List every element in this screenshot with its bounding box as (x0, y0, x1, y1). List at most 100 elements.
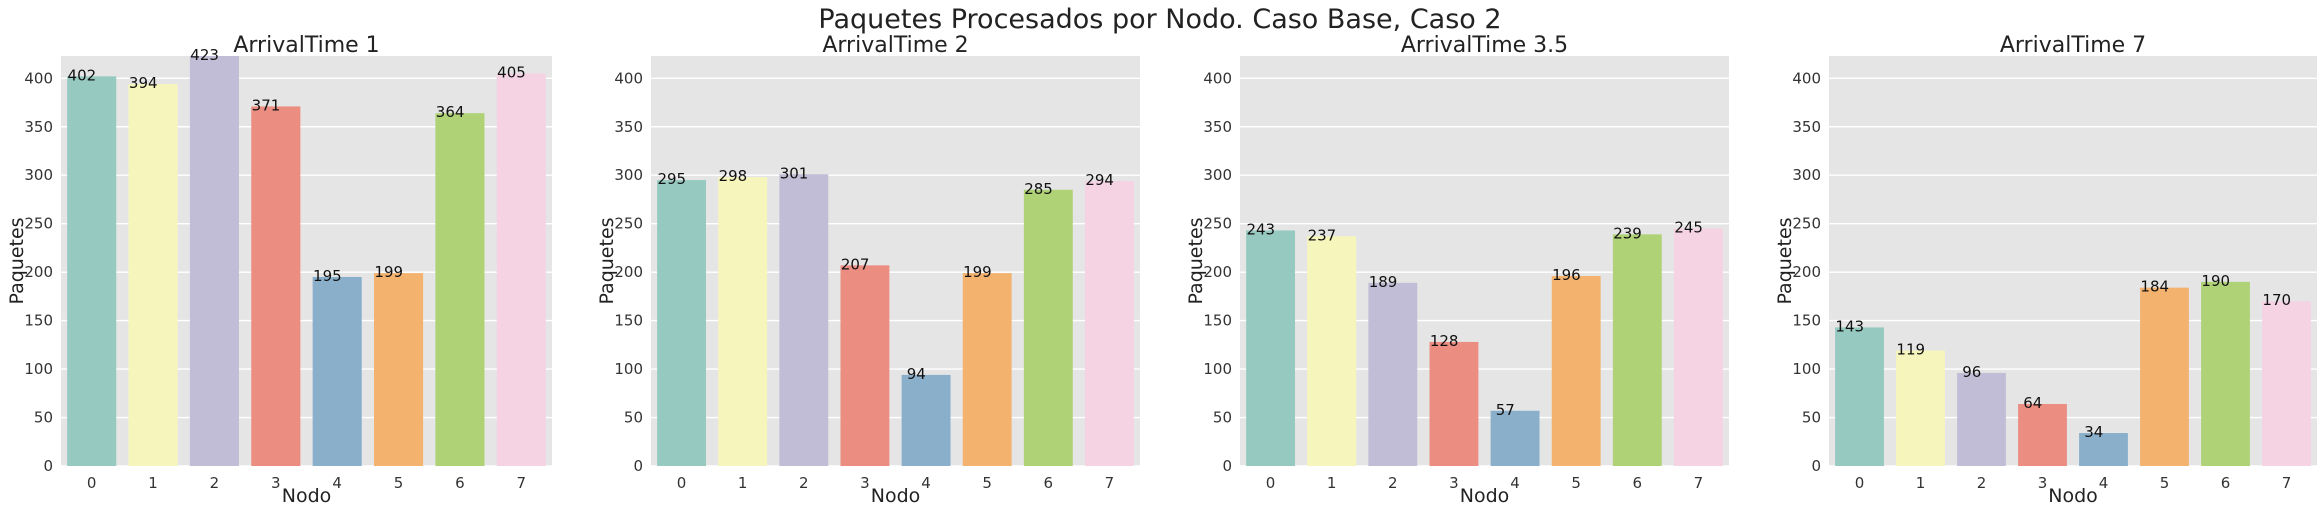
y-tick-label: 100 (24, 360, 53, 378)
bar-3 (1429, 341, 1479, 466)
bar-4 (901, 374, 951, 466)
bar-7 (2262, 301, 2311, 466)
y-tick-label: 0 (633, 457, 643, 475)
bar-3 (251, 106, 301, 467)
data-label: 128 (1430, 332, 1459, 350)
y-tick-label: 150 (1792, 312, 1821, 330)
x-tick-label: 2 (1388, 474, 1398, 492)
figure-title: Paquetes Procesados por Nodo. Caso Base,… (818, 4, 1501, 35)
y-tick-label: 350 (1792, 118, 1821, 136)
bar-3 (2018, 403, 2067, 466)
x-tick-label: 5 (1571, 474, 1581, 492)
subplot-4: 0501001502002503003504001430119196264334… (1774, 33, 2317, 507)
x-tick-label: 7 (2282, 474, 2292, 492)
data-label: 196 (1552, 266, 1581, 284)
bar-0 (657, 180, 707, 466)
y-tick-label: 300 (1203, 166, 1232, 184)
x-tick-label: 1 (148, 474, 158, 492)
y-tick-label: 150 (1203, 312, 1232, 330)
bar-7 (1673, 228, 1723, 466)
subplot-2: 0 50 100 150 200 250 300 350 400 295 0 298 1 301 2 207 3… (596, 33, 1140, 507)
x-axis-label: Nodo (2048, 485, 2098, 507)
y-tick-label: 250 (24, 215, 53, 233)
data-label: 405 (497, 63, 526, 81)
x-tick-label: 4 (1510, 474, 1520, 492)
y-tick-label: 0 (1222, 457, 1232, 475)
bar-7 (1084, 181, 1134, 466)
bar-4 (1490, 410, 1540, 466)
subplot-title: ArrivalTime 7 (2000, 33, 2146, 58)
x-tick-label: 0 (1266, 474, 1276, 492)
y-tick-label: 350 (614, 118, 643, 136)
y-tick-label: 300 (1792, 166, 1821, 184)
data-label: 199 (963, 263, 992, 281)
y-tick-label: 400 (24, 69, 53, 87)
x-tick-label: 5 (2160, 474, 2170, 492)
data-label: 243 (1246, 220, 1275, 238)
y-tick-label: 150 (24, 312, 53, 330)
bar-5 (962, 273, 1012, 466)
y-tick-label: 200 (24, 263, 53, 281)
y-axis-label: Paquetes (1185, 217, 1207, 304)
y-axis-label: Paquetes (596, 217, 618, 304)
x-tick-label: 6 (1044, 474, 1054, 492)
y-tick-label: 250 (1203, 215, 1232, 233)
y-tick-label: 300 (24, 166, 53, 184)
subplot-1: 0 50 100 150 200 250 300 350 400 402 0 394 1 423 2 371 3… (6, 33, 552, 507)
data-label: 199 (374, 263, 403, 281)
x-tick-label: 2 (1977, 474, 1987, 492)
x-tick-label: 3 (1449, 474, 1459, 492)
bar-6 (435, 113, 485, 466)
x-tick-label: 2 (210, 474, 220, 492)
data-label: 394 (129, 74, 158, 92)
x-tick-label: 5 (394, 474, 404, 492)
data-label: 402 (68, 66, 97, 84)
y-tick-label: 50 (34, 409, 53, 427)
x-tick-label: 0 (87, 474, 97, 492)
data-label: 423 (190, 46, 219, 64)
y-tick-label: 400 (1203, 69, 1232, 87)
x-tick-label: 6 (2221, 474, 2231, 492)
y-tick-label: 100 (1792, 360, 1821, 378)
data-label: 371 (252, 96, 281, 114)
y-tick-label: 0 (43, 457, 53, 475)
data-label: 239 (1613, 224, 1642, 242)
bar-7 (496, 73, 546, 466)
y-tick-label: 50 (1213, 409, 1232, 427)
data-label: 190 (2201, 272, 2230, 290)
data-label: 143 (1835, 317, 1864, 335)
x-tick-label: 0 (1855, 474, 1865, 492)
bar-2 (779, 174, 829, 466)
y-axis-label: Paquetes (6, 217, 28, 304)
subplot-title: ArrivalTime 3.5 (1401, 33, 1568, 58)
x-tick-label: 1 (738, 474, 748, 492)
x-tick-label: 3 (860, 474, 870, 492)
subplot-3: 0 50 100 150 200 250 300 350 400 243 0 237 1 189 2 128 3… (1185, 33, 1729, 507)
data-label: 295 (657, 170, 686, 188)
bar-1 (128, 84, 178, 466)
y-tick-label: 300 (614, 166, 643, 184)
subplot-title: ArrivalTime 1 (233, 33, 379, 58)
y-tick-label: 350 (1203, 118, 1232, 136)
y-tick-label: 200 (1203, 263, 1232, 281)
bar-1 (718, 177, 768, 466)
x-axis-label: Nodo (282, 485, 332, 507)
y-tick-label: 400 (1792, 69, 1821, 87)
x-tick-label: 4 (332, 474, 342, 492)
data-label: 237 (1308, 226, 1337, 244)
x-tick-label: 3 (271, 474, 281, 492)
data-label: 119 (1896, 341, 1925, 359)
data-label: 285 (1024, 180, 1053, 198)
bar-5 (374, 273, 424, 466)
y-tick-label: 100 (614, 360, 643, 378)
bar-5 (1551, 276, 1601, 466)
x-tick-label: 7 (1105, 474, 1115, 492)
x-tick-label: 4 (921, 474, 931, 492)
data-label: 294 (1085, 171, 1114, 189)
x-tick-label: 7 (517, 474, 527, 492)
data-label: 64 (2023, 394, 2042, 412)
y-tick-label: 0 (1811, 457, 1821, 475)
x-tick-label: 7 (1694, 474, 1704, 492)
data-label: 184 (2140, 278, 2169, 296)
